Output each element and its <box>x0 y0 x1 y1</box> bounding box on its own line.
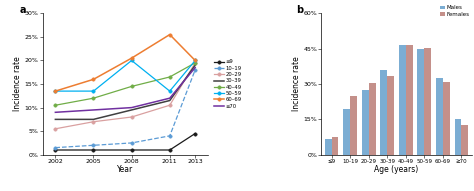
Bar <box>418 49 424 155</box>
30–39 <box>192 64 198 66</box>
Line: 50–59: 50–59 <box>54 59 197 93</box>
≤9 <box>91 149 96 151</box>
40–49 <box>192 62 198 64</box>
Bar <box>399 45 406 155</box>
Bar <box>343 109 350 155</box>
60–69 <box>167 33 173 36</box>
30–39 <box>167 99 173 102</box>
Bar <box>436 78 443 155</box>
Bar <box>424 48 431 155</box>
Line: 30–39: 30–39 <box>55 65 195 119</box>
Legend: Males, Females: Males, Females <box>439 5 470 17</box>
Bar <box>443 82 450 155</box>
≥70 <box>129 106 135 109</box>
20–29 <box>129 116 135 118</box>
40–49 <box>53 104 58 106</box>
10–19 <box>192 69 198 71</box>
≤9 <box>53 149 58 151</box>
10–19 <box>129 142 135 144</box>
≥70 <box>167 97 173 99</box>
30–39 <box>129 109 135 111</box>
Text: b: b <box>296 5 303 15</box>
≤9 <box>129 149 135 151</box>
Bar <box>350 96 357 155</box>
Line: 20–29: 20–29 <box>54 61 197 130</box>
Y-axis label: Incidence rate: Incidence rate <box>13 57 22 111</box>
X-axis label: Age (years): Age (years) <box>374 165 419 174</box>
Text: a: a <box>19 5 26 15</box>
Line: 60–69: 60–69 <box>54 33 197 93</box>
10–19 <box>167 135 173 137</box>
≥70 <box>53 111 58 113</box>
50–59 <box>91 90 96 92</box>
Bar <box>362 90 369 155</box>
10–19 <box>53 146 58 149</box>
≤9 <box>192 132 198 135</box>
Bar <box>332 137 338 155</box>
50–59 <box>129 59 135 62</box>
60–69 <box>192 59 198 62</box>
20–29 <box>91 121 96 123</box>
60–69 <box>53 90 58 92</box>
Bar <box>381 70 387 155</box>
Line: ≤9: ≤9 <box>54 132 197 152</box>
10–19 <box>91 144 96 146</box>
40–49 <box>129 85 135 87</box>
Bar <box>387 76 394 155</box>
40–49 <box>167 76 173 78</box>
60–69 <box>91 78 96 80</box>
≥70 <box>192 66 198 69</box>
X-axis label: Year: Year <box>117 165 133 174</box>
Line: 40–49: 40–49 <box>54 61 197 107</box>
Line: ≥70: ≥70 <box>55 68 195 112</box>
30–39 <box>91 118 96 121</box>
≥70 <box>91 109 96 111</box>
50–59 <box>192 59 198 62</box>
30–39 <box>53 118 58 121</box>
≤9 <box>167 149 173 151</box>
Bar <box>325 139 332 155</box>
20–29 <box>167 104 173 106</box>
50–59 <box>53 90 58 92</box>
Bar <box>455 119 461 155</box>
Line: 10–19: 10–19 <box>54 68 197 149</box>
Legend: ≤9, 10–19, 20–29, 30–39, 40–49, 50–59, 60–69, ≥70: ≤9, 10–19, 20–29, 30–39, 40–49, 50–59, 6… <box>214 59 242 109</box>
60–69 <box>129 57 135 59</box>
Y-axis label: Incidence rate: Incidence rate <box>292 57 301 111</box>
Bar <box>406 45 413 155</box>
Bar <box>461 125 468 155</box>
20–29 <box>192 62 198 64</box>
50–59 <box>167 90 173 92</box>
Bar <box>369 83 375 155</box>
40–49 <box>91 97 96 99</box>
20–29 <box>53 128 58 130</box>
